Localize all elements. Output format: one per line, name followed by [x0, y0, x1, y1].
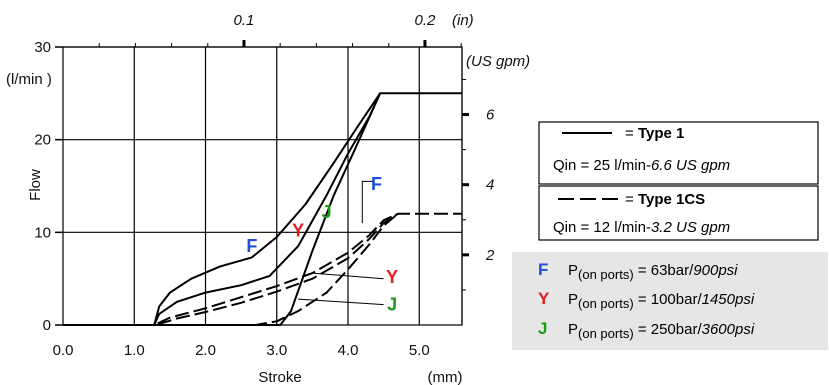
pressure-legend: F P(on ports) = 63bar/900psi Y P(on port… — [512, 252, 828, 350]
legend-type-1-eq: = — [625, 125, 638, 142]
top-axis-tick-label: 0.1 — [234, 12, 255, 29]
x-axis-label: Stroke — [258, 369, 301, 385]
leader-line — [361, 180, 373, 224]
pressure-legend-row-f: F P(on ports) = 63bar/900psi — [538, 260, 738, 282]
pressure-letter-f: F — [538, 260, 548, 279]
series-line-solid-f — [63, 92, 462, 326]
plot-frame — [62, 46, 463, 326]
svg-text:P(on ports) = 100bar/1450psi: P(on ports) = 100bar/1450psi — [568, 291, 755, 311]
pressure-label-y: P — [568, 291, 578, 308]
legend-type-1: = Type 1 Qin = 25 l/min-6.6 US gpm — [538, 121, 819, 185]
y-tick-label: 30 — [34, 39, 51, 56]
axis-ticks: 0.0 1.0 2.0 3.0 4.0 5.0 0 10 20 30 0.1 0.2 2 4 6 — [34, 12, 495, 359]
pressure-value-j: = 250bar/ — [634, 321, 703, 338]
pressure-sub-f: (on ports) — [578, 267, 634, 282]
x-tick-label: 2.0 — [195, 342, 216, 359]
legend-type-1-qin-alt: 6.6 US gpm — [651, 157, 730, 174]
x-tick-label: 1.0 — [124, 342, 145, 359]
pressure-letter-j: J — [538, 319, 547, 338]
pressure-alt-j: 3600psi — [702, 321, 755, 338]
y-tick-label: 0 — [43, 317, 51, 334]
y-tick-label: 20 — [34, 132, 51, 149]
series-line-dashed-f — [63, 212, 462, 326]
right-axis-unit-label: (US gpm) — [466, 53, 530, 70]
legend-type-1cs: = Type 1CS Qin = 12 l/min-3.2 US gpm — [538, 185, 819, 241]
legend-type-1cs-qin: Qin = 12 l/min- — [553, 219, 651, 236]
annotation-f: F — [371, 174, 382, 194]
svg-text:Qin = 25 l/min-6.6 US gpm: Qin = 25 l/min-6.6 US gpm — [553, 157, 730, 174]
svg-text:P(on ports) = 63bar/900psi: P(on ports) = 63bar/900psi — [568, 262, 738, 282]
legend-type-1cs-eq: = — [625, 191, 638, 208]
y-unit-label: (l/min ) — [6, 71, 52, 88]
pressure-label-j: P — [568, 321, 578, 338]
y-axis-label: Flow — [27, 169, 44, 201]
right-axis-tick-label: 2 — [485, 247, 495, 264]
pressure-alt-f: 900psi — [693, 262, 738, 279]
pressure-legend-row-j: J P(on ports) = 250bar/3600psi — [538, 319, 755, 341]
pressure-legend-row-y: Y P(on ports) = 100bar/1450psi — [538, 289, 755, 311]
top-axis-tick-label: 0.2 — [415, 12, 437, 29]
pressure-sub-y: (on ports) — [578, 296, 634, 311]
pressure-letter-y: Y — [538, 289, 550, 308]
x-unit-label: (mm) — [428, 369, 463, 385]
right-axis-tick-label: 4 — [486, 177, 494, 194]
svg-text:= Type 1CS: = Type 1CS — [625, 191, 705, 208]
leader-line — [312, 272, 384, 280]
grid — [62, 46, 463, 326]
x-tick-label: 0.0 — [53, 342, 74, 359]
series-line-dashed-y — [63, 212, 399, 326]
series-line-solid-y — [63, 92, 382, 326]
pressure-sub-j: (on ports) — [578, 326, 634, 341]
top-axis-unit-label: (in) — [452, 12, 474, 29]
legend-type-1cs-qin-alt: 3.2 US gpm — [651, 219, 730, 236]
leader-line — [298, 298, 384, 306]
series-line-solid-j — [63, 92, 382, 326]
annotation-f: F — [246, 236, 257, 256]
annotation-j: J — [322, 202, 332, 222]
right-axis-tick-label: 6 — [486, 107, 495, 124]
series-line-dashed-j — [63, 213, 399, 326]
svg-text:Qin = 12 l/min-3.2 US gpm: Qin = 12 l/min-3.2 US gpm — [553, 219, 730, 236]
pressure-value-f: = 63bar/ — [634, 262, 694, 279]
annotation-j: J — [387, 295, 397, 315]
pressure-label-f: P — [568, 262, 578, 279]
x-tick-label: 3.0 — [266, 342, 287, 359]
annotation-y: Y — [292, 220, 304, 240]
svg-text:= Type 1: = Type 1 — [625, 125, 684, 142]
y-tick-label: 10 — [34, 224, 51, 241]
x-tick-label: 4.0 — [338, 342, 359, 359]
x-tick-label: 5.0 — [409, 342, 430, 359]
annotation-y: Y — [386, 267, 398, 287]
legend-type-1-name: Type 1 — [638, 125, 684, 142]
series-group — [63, 92, 462, 326]
svg-text:P(on ports) = 250bar/3600psi: P(on ports) = 250bar/3600psi — [568, 321, 755, 341]
pressure-alt-y: 1450psi — [702, 291, 755, 308]
legend-type-1-qin: Qin = 25 l/min- — [553, 157, 651, 174]
pressure-value-y: = 100bar/ — [634, 291, 703, 308]
legend-type-1cs-name: Type 1CS — [638, 191, 705, 208]
